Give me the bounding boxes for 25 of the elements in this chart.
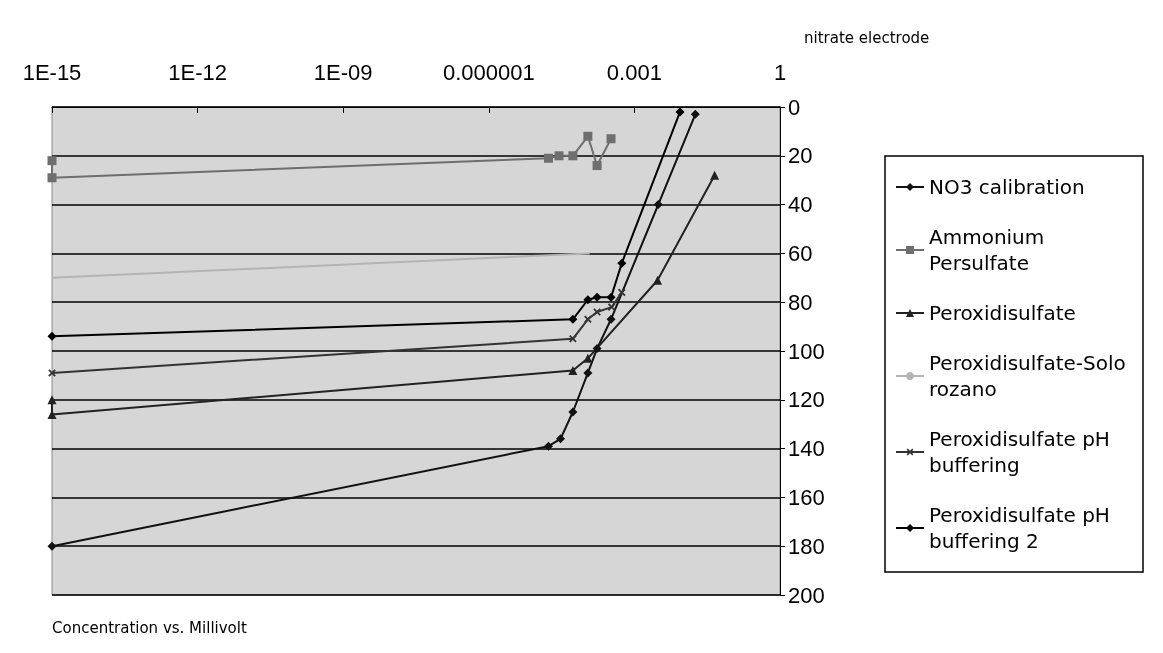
x-tick-label: 0.001 xyxy=(606,59,662,85)
y-tick-label: 40 xyxy=(788,192,813,218)
x-tick-label: 1 xyxy=(773,59,787,85)
legend-label: Peroxidisulfate xyxy=(929,301,1076,325)
y-tick-label: 140 xyxy=(788,436,825,462)
y-tick-label: 200 xyxy=(788,582,825,608)
x-tick-label: 0.000001 xyxy=(442,59,535,85)
x-tick-label: 1E-09 xyxy=(313,59,373,85)
text: nitrate electrode xyxy=(804,28,930,47)
legend-label: Peroxidisulfate pH buffering xyxy=(929,427,1117,477)
y-tick-label: 80 xyxy=(788,289,813,315)
y-tick-label: 160 xyxy=(788,484,825,510)
y-tick-label: 180 xyxy=(788,533,825,559)
y-tick-label: 20 xyxy=(788,143,813,169)
text: Concentration vs. Millivolt xyxy=(52,618,247,637)
legend-label: Ammonium Persulfate xyxy=(929,225,1051,275)
y-tick-label: 60 xyxy=(788,240,813,266)
x-tick-label: 1E-15 xyxy=(22,59,82,85)
legend-label: NO3 calibration xyxy=(929,175,1085,199)
y-tick-label: 0 xyxy=(788,94,801,120)
legend-label: Peroxidisulfate-Solorozano xyxy=(929,351,1126,401)
legend-label: Peroxidisulfate pH buffering 2 xyxy=(929,503,1117,553)
y-tick-label: 120 xyxy=(788,387,825,413)
x-tick-label: 1E-12 xyxy=(168,59,227,85)
y-tick-label: 100 xyxy=(788,338,825,364)
